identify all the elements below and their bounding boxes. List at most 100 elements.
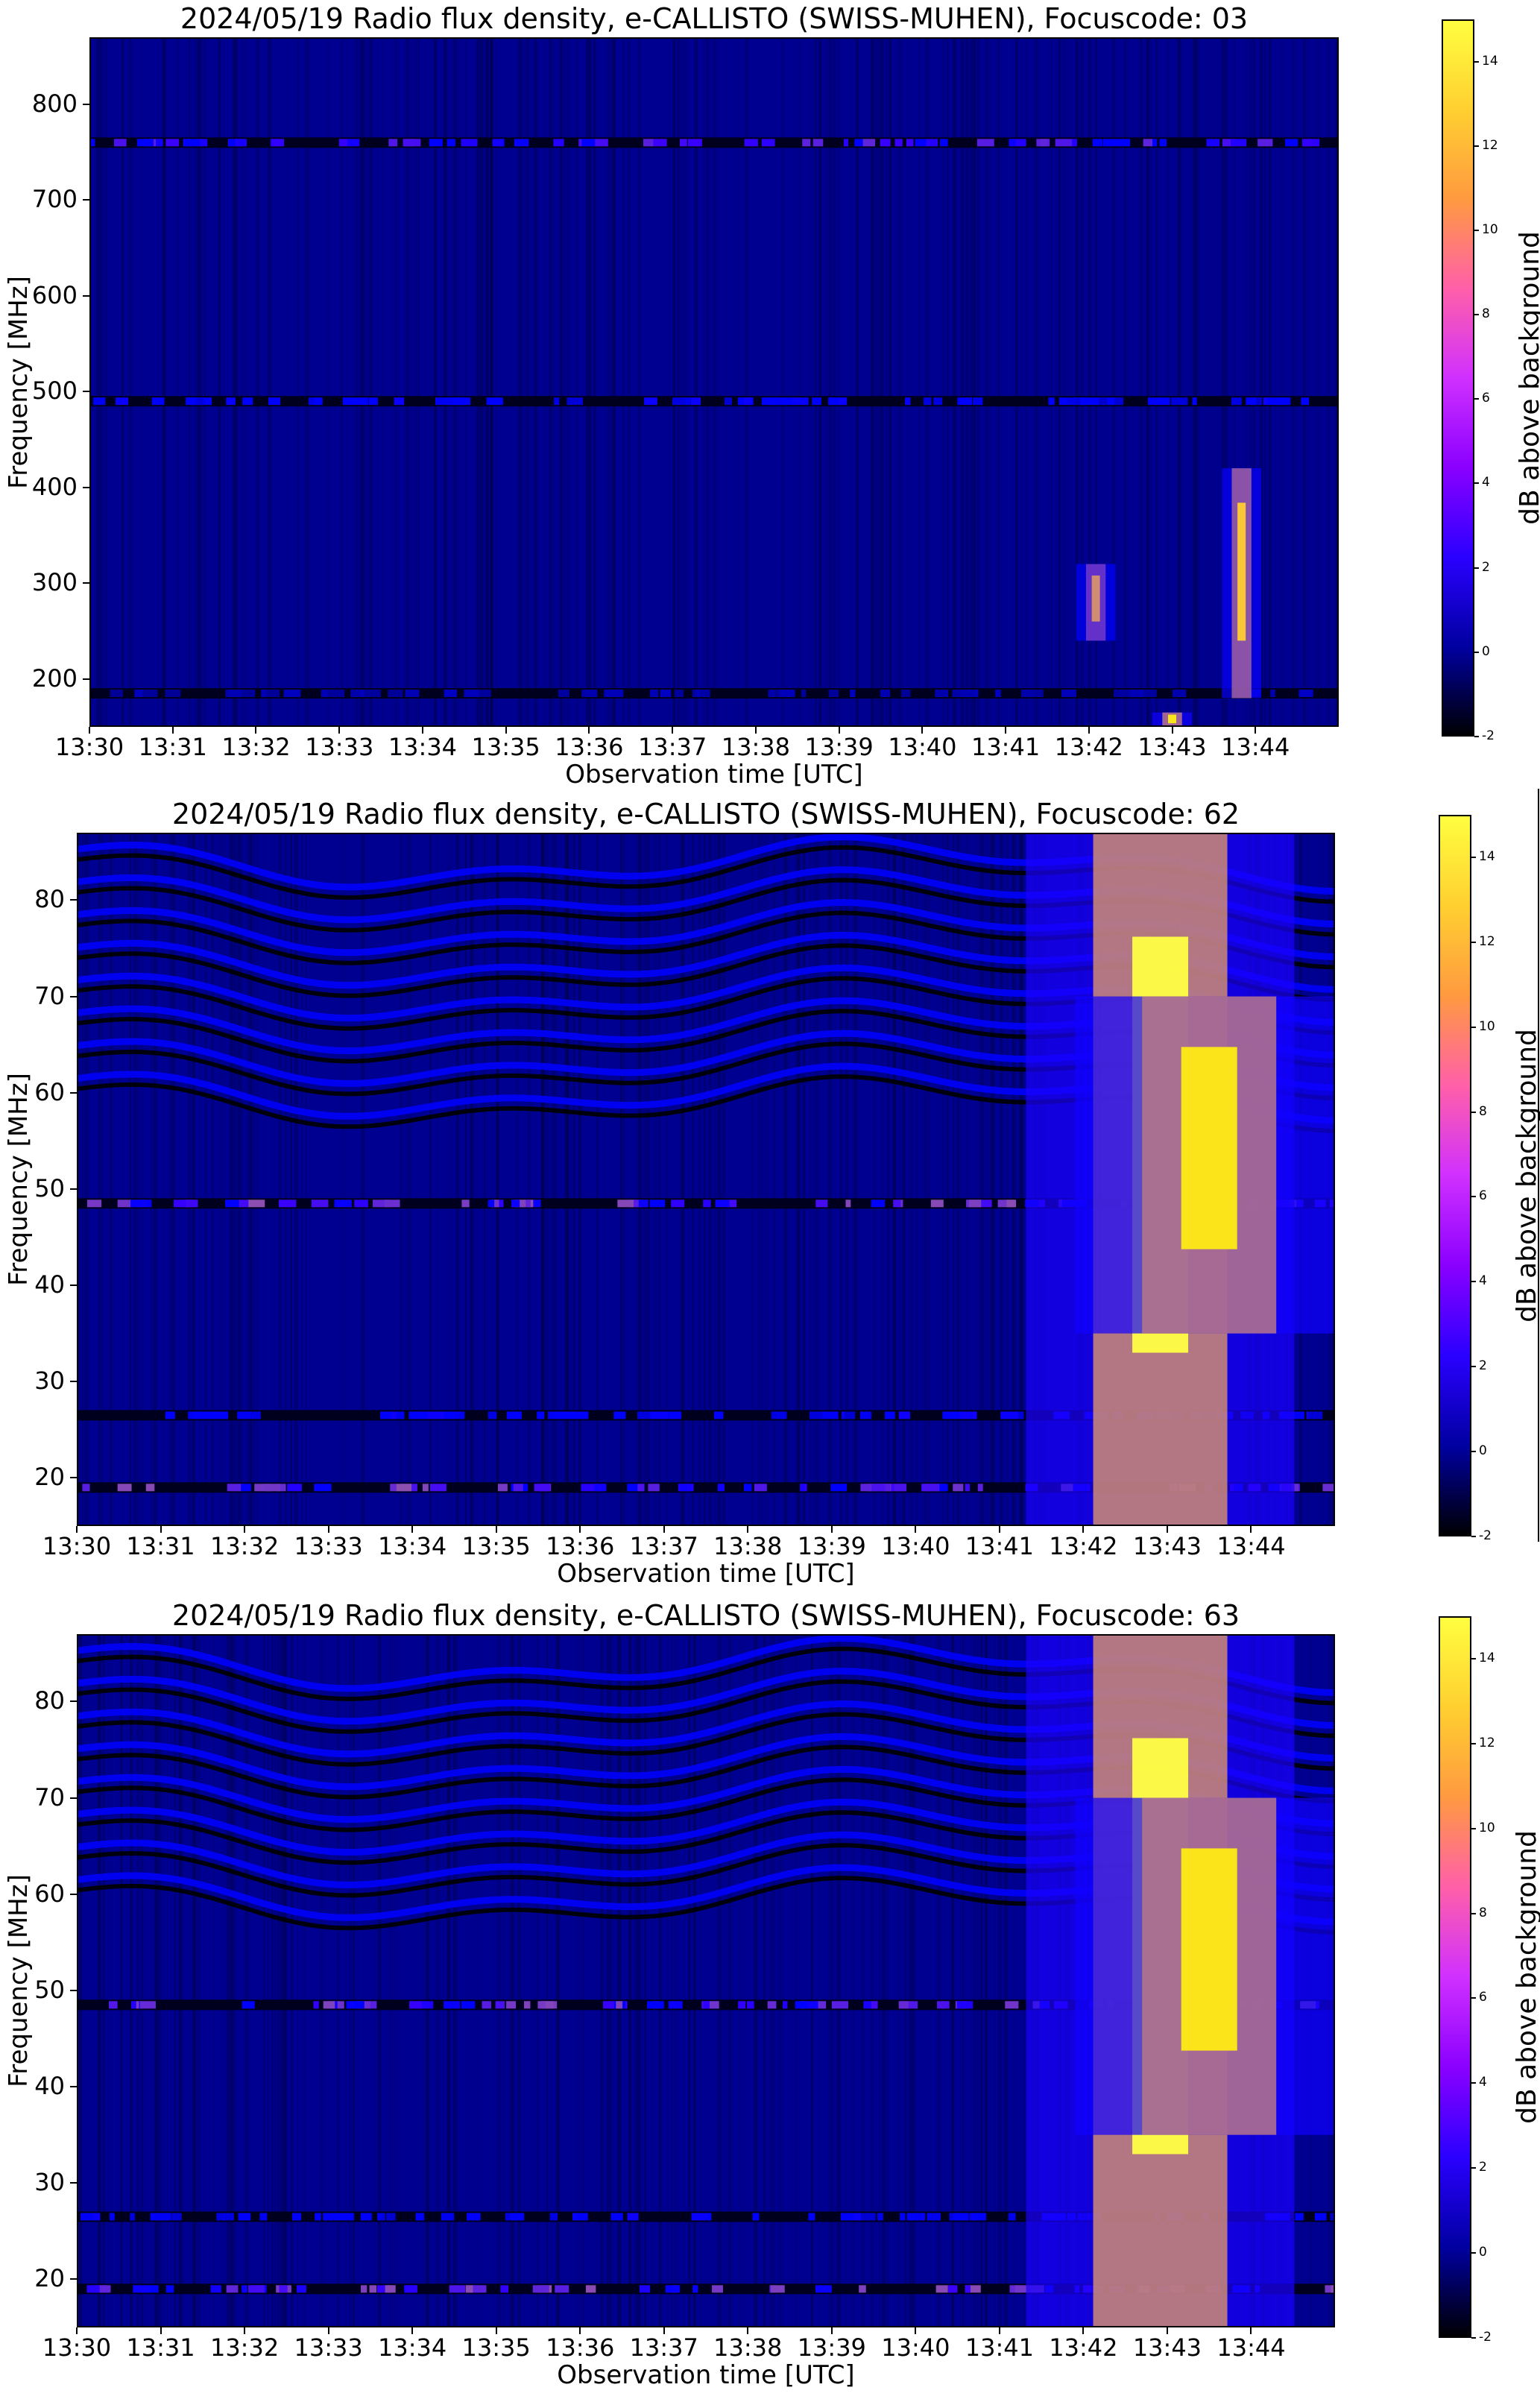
x-tick-mark	[588, 727, 590, 734]
x-tick-label: 13:33	[305, 733, 374, 761]
x-tick-label: 13:43	[1132, 1532, 1202, 1560]
x-tick-mark	[998, 1526, 1000, 1533]
x-tick-mark	[672, 727, 674, 734]
x-tick-mark	[505, 727, 507, 734]
x-tick-label: 13:40	[881, 1532, 950, 1560]
colorbar-tick-mark	[1474, 651, 1479, 653]
colorbar-tick-label: 0	[1479, 2245, 1487, 2260]
y-tick-mark	[83, 199, 89, 201]
x-tick-mark	[411, 1526, 414, 1533]
x-tick-mark	[830, 1526, 833, 1533]
background-noise	[89, 37, 1339, 727]
colorbar-tick-mark	[1471, 1026, 1476, 1028]
y-tick-mark	[70, 1284, 77, 1287]
x-tick-label: 13:37	[629, 1532, 698, 1560]
colorbar-tick-mark	[1474, 736, 1479, 737]
colorbar-fill	[1442, 19, 1474, 737]
spectrogram-panel-1: 2024/05/19 Radio flux density, e-CALLIST…	[0, 0, 1540, 799]
colorbar-tick-label: 14	[1482, 53, 1498, 69]
y-tick-label: 20	[34, 2264, 65, 2293]
y-tick-label: 70	[34, 981, 65, 1010]
x-tick-label: 13:31	[138, 733, 207, 761]
colorbar-tick-mark	[1471, 1451, 1476, 1453]
colorbar	[1439, 1616, 1471, 2338]
x-tick-mark	[1082, 2327, 1085, 2334]
x-tick-mark	[1005, 727, 1007, 734]
colorbar-tick-label: 12	[1482, 137, 1498, 153]
colorbar-tick-mark	[1471, 1912, 1476, 1914]
colorbar-gradient	[1439, 1616, 1471, 2338]
x-tick-label: 13:39	[797, 2333, 866, 2362]
y-tick-label: 30	[34, 1367, 65, 1396]
colorbar-tick-mark	[1471, 2082, 1476, 2084]
colorbar-tick-mark	[1471, 856, 1476, 858]
colorbar-tick-label: 12	[1479, 933, 1495, 949]
chart-title: 2024/05/19 Radio flux density, e-CALLIST…	[171, 1599, 1240, 1632]
x-tick-mark	[1250, 1526, 1252, 1533]
spectrogram-image	[77, 1634, 1335, 2327]
spectrogram-image	[89, 37, 1339, 727]
x-axis-label: Observation time [UTC]	[565, 760, 863, 789]
x-tick-mark	[663, 1526, 665, 1533]
x-tick-mark	[579, 2327, 581, 2334]
colorbar-tick-mark	[1471, 1196, 1476, 1198]
y-tick-label: 40	[34, 1270, 65, 1299]
y-tick-label: 500	[31, 376, 78, 406]
colorbar-tick-label: -2	[1479, 2330, 1492, 2345]
colorbar-fill	[1439, 815, 1471, 1536]
y-tick-label: 70	[34, 1782, 65, 1812]
colorbar-tick-label: 6	[1479, 1188, 1487, 1204]
x-tick-label: 13:34	[388, 733, 458, 761]
y-tick-mark	[83, 103, 89, 105]
x-tick-label: 13:33	[294, 1532, 363, 1560]
colorbar-gradient	[1439, 815, 1471, 1536]
y-tick-mark	[70, 1477, 77, 1479]
x-tick-label: 13:35	[471, 733, 540, 761]
y-tick-mark	[70, 1797, 77, 1799]
x-tick-mark	[495, 1526, 497, 1533]
y-tick-label: 300	[31, 568, 78, 597]
x-tick-mark	[998, 2327, 1000, 2334]
x-tick-label: 13:36	[546, 1532, 615, 1560]
x-tick-label: 13:37	[638, 733, 707, 761]
y-axis-label: Frequency [MHz]	[4, 1073, 34, 1286]
colorbar-tick-label: 4	[1479, 1273, 1487, 1289]
y-tick-label: 60	[34, 1879, 65, 1908]
x-tick-label: 13:38	[713, 2333, 783, 2362]
x-axis-label: Observation time [UTC]	[557, 1559, 855, 1589]
x-tick-label: 13:39	[804, 733, 874, 761]
y-axis-label: Frequency [MHz]	[4, 275, 34, 489]
colorbar-tick-mark	[1474, 60, 1479, 63]
burst-134330	[1075, 996, 1335, 1334]
x-tick-label: 13:43	[1132, 2333, 1202, 2362]
y-tick-mark	[70, 1188, 77, 1190]
x-tick-label: 13:30	[42, 2333, 112, 2362]
colorbar-tick-label: 0	[1482, 643, 1490, 659]
noise-streaks	[95, 37, 1339, 727]
x-tick-mark	[160, 1526, 162, 1533]
colorbar-tick-label: 14	[1479, 1650, 1495, 1665]
chart-title: 2024/05/19 Radio flux density, e-CALLIST…	[180, 2, 1249, 35]
x-tick-mark	[663, 2327, 665, 2334]
x-tick-label: 13:38	[721, 733, 790, 761]
colorbar-tick-label: -2	[1482, 728, 1495, 743]
y-tick-mark	[70, 2278, 77, 2280]
y-tick-mark	[70, 1893, 77, 1895]
colorbar-tick-label: 8	[1479, 1103, 1487, 1119]
y-tick-label: 50	[34, 1173, 65, 1202]
y-tick-mark	[70, 1700, 77, 1703]
y-tick-mark	[83, 582, 89, 584]
colorbar-tick-mark	[1471, 1997, 1476, 1999]
x-tick-label: 13:38	[713, 1532, 783, 1560]
colorbar-tick-label: 12	[1479, 1735, 1495, 1750]
colorbar-tick-mark	[1474, 229, 1479, 231]
x-tick-label: 13:39	[797, 1532, 866, 1560]
spectrogram-panel-2: 2024/05/19 Radio flux density, e-CALLIST…	[0, 798, 1540, 1601]
spectrogram-plot	[77, 833, 1335, 1526]
colorbar-tick-label: 10	[1479, 1018, 1495, 1034]
colorbar-gradient	[1442, 19, 1474, 737]
x-tick-label: 13:34	[378, 2333, 447, 2362]
x-tick-label: 13:31	[126, 1532, 195, 1560]
colorbar-tick-label: 6	[1479, 1990, 1487, 2005]
y-tick-mark	[70, 2182, 77, 2184]
